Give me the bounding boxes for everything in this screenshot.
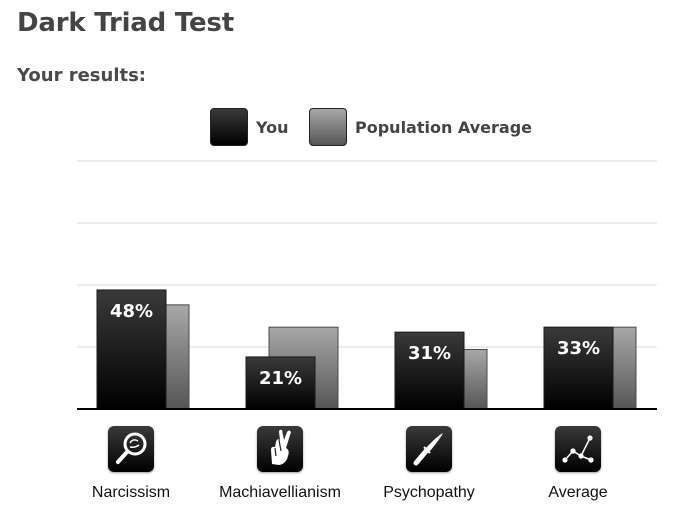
results-subtitle: Your results:	[17, 65, 147, 86]
bar-chart: 48% 21% 31% 33%	[77, 160, 657, 410]
bar-you-narcissism	[96, 289, 167, 410]
legend-item-population-average: Population Average	[309, 107, 532, 147]
knife-icon	[413, 433, 443, 466]
bar-value-label-narcissism: 48%	[110, 301, 153, 322]
category-label-machiavellianism: Machiavellianism	[219, 484, 341, 501]
category-label-narcissism: Narcissism	[91, 484, 171, 501]
magnifying-glass-icon	[116, 432, 147, 464]
category-label-average: Average	[548, 484, 608, 501]
legend-swatch-population-average	[309, 108, 347, 146]
legend-label-you: You	[256, 117, 289, 137]
bar-population-narcissism	[165, 304, 190, 410]
average-icon-tile	[555, 426, 601, 472]
bar-value-label-machiavellianism: 21%	[259, 368, 302, 389]
legend-swatch-you	[210, 108, 248, 146]
bars: 48% 21% 31% 33%	[96, 289, 637, 410]
narcissism-icon-tile	[108, 426, 154, 472]
bar-value-label-average: 33%	[557, 338, 600, 359]
bar-value-label-psychopathy: 31%	[408, 343, 451, 364]
category-label-psychopathy: Psychopathy	[383, 484, 475, 501]
psychopathy-icon-tile	[406, 426, 452, 472]
scatter-graph-icon	[562, 435, 594, 463]
legend-label-population-average: Population Average	[355, 117, 533, 137]
bar-you-average	[543, 326, 614, 410]
legend-item-you: You	[210, 107, 289, 147]
machiavellianism-icon-tile	[257, 426, 303, 472]
page-title: Dark Triad Test	[17, 8, 234, 38]
crossed-fingers-icon	[271, 429, 291, 465]
bar-population-average	[612, 326, 637, 410]
bar-population-psychopathy	[463, 348, 488, 410]
